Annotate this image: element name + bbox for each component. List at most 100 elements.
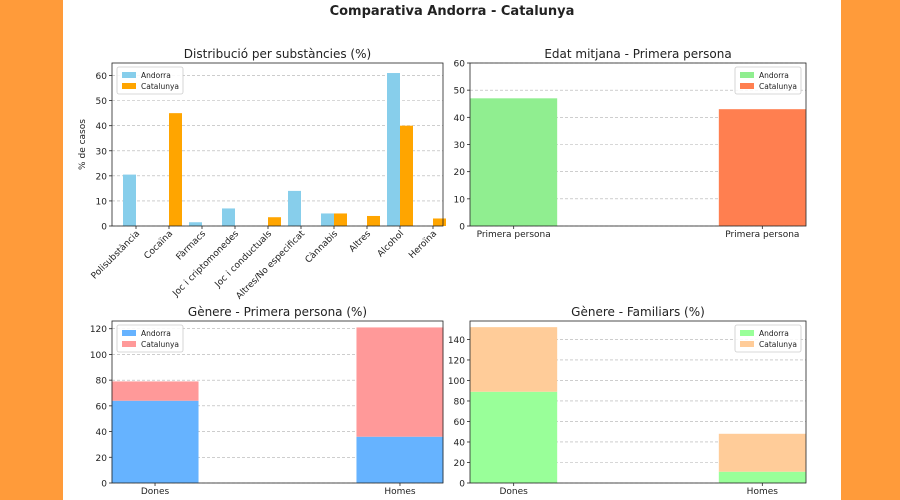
chart-gender-first: Gènere - Primera persona (%) 0 20 40 60 80 100… [90,305,444,497]
y-tick-label: 50 [454,87,466,97]
x-tick-label: Cànnabis [304,229,341,266]
y-tick-label: 50 [96,97,108,107]
legend-label: Andorra [141,71,171,80]
legend-swatch [122,83,136,89]
y-tick-label: 120 [448,356,465,366]
bar-andorra-8 [387,73,400,227]
chart-legend: Andorra Catalunya [116,324,184,353]
bar-catalunya-4 [268,217,281,226]
axes-frame [469,320,807,484]
x-tick-label: Altres [348,229,374,255]
x-tick-label: Polisubstància [90,229,142,281]
y-tick-label: 10 [96,197,108,207]
chart-legend: Andorra Catalunya [734,324,802,353]
legend-label: Andorra [759,329,789,338]
bar-catalunya-1 [718,433,806,472]
legend-swatch [740,83,754,89]
y-axis-label: % de casos [78,119,88,170]
axes-frame [111,62,444,227]
bar-andorra-0 [470,98,558,226]
y-tick-label: 100 [448,377,465,387]
y-tick-label: 30 [454,141,466,151]
y-tick-label: 20 [96,172,108,182]
y-tick-label: 10 [454,195,466,205]
chart-substances: Distribució per substàncies (%) 0 10 20 30 40… [78,47,446,302]
y-tick-label: 40 [454,438,466,448]
legend-swatch [122,341,136,347]
bar-andorra-3 [222,208,235,226]
bar-andorra-1 [718,471,806,483]
x-tick-label: Homes [747,487,779,497]
bar-catalunya-0 [111,381,199,401]
chart-legend: Andorra Catalunya [116,66,184,95]
bar-catalunya-7 [367,215,380,226]
figure-canvas: Comparativa Andorra - Catalunya Distribu… [63,0,841,500]
y-tick-label: 30 [96,147,108,157]
bar-catalunya-9 [433,218,446,226]
y-tick-label: 140 [448,336,465,346]
y-tick-label: 0 [101,480,107,490]
bar-catalunya-1 [356,327,444,437]
bar-catalunya-8 [400,125,413,226]
y-tick-label: 60 [454,418,466,428]
y-tick-label: 20 [454,459,466,469]
chart-gender-family: Gènere - Familiars (%) 0 20 40 60 80 100 120 140… [448,305,807,497]
legend-label: Catalunya [141,82,179,91]
y-tick-label: 40 [96,428,108,438]
y-tick-label: 20 [96,454,108,464]
chart-title: Edat mitjana - Primera persona [544,47,731,61]
x-tick-label: Fàrmacs [175,229,209,263]
bar-catalunya-1 [169,113,182,226]
chart-age: Edat mitjana - Primera persona 0 10 20 30 40 5… [454,47,807,240]
charts-svg: Distribució per substàncies (%) 0 10 20 30 40… [78,47,807,497]
x-tick-label: Dones [499,487,528,497]
legend-label: Andorra [141,329,171,338]
legend-label: Andorra [759,71,789,80]
y-tick-label: 40 [96,122,108,132]
y-tick-label: 120 [90,325,107,335]
legend-label: Catalunya [759,340,797,349]
y-tick-label: 40 [454,114,466,124]
x-tick-label: Alcohol [376,229,406,259]
bar-catalunya-1 [718,109,806,226]
y-tick-label: 0 [459,223,465,233]
bar-andorra-6 [321,213,334,226]
bar-andorra-1 [356,436,444,483]
figure-suptitle: Comparativa Andorra - Catalunya [329,4,575,19]
y-tick-label: 60 [96,402,108,412]
y-tick-label: 0 [459,480,465,490]
legend-swatch [740,72,754,78]
chart-title: Gènere - Primera persona (%) [188,305,367,319]
bar-andorra-2 [189,222,202,226]
chart-title: Distribució per substàncies (%) [184,47,371,61]
y-tick-label: 80 [454,397,466,407]
chart-legend: Andorra Catalunya [734,66,802,95]
x-tick-label: Heroïna [407,229,439,261]
chart-title: Gènere - Familiars (%) [571,305,705,319]
legend-swatch [740,341,754,347]
x-tick-label: Cocaïna [143,229,176,262]
bar-andorra-5 [288,190,301,226]
bar-andorra-0 [470,391,558,483]
bar-andorra-0 [123,174,136,226]
legend-swatch [122,72,136,78]
axes-frame [111,320,444,484]
x-tick-label: Dones [141,487,170,497]
bar-andorra-0 [111,400,199,483]
legend-swatch [740,330,754,336]
y-tick-label: 20 [454,168,466,178]
bar-catalunya-0 [470,327,558,392]
y-tick-label: 60 [454,60,466,70]
y-tick-label: 80 [96,377,108,387]
legend-label: Catalunya [759,82,797,91]
x-tick-label: Homes [384,487,416,497]
axes-frame [469,62,807,227]
x-tick-label: Altres/No especificat [235,229,308,302]
y-tick-label: 0 [101,223,107,233]
x-tick-label: Primera persona [725,230,799,240]
bar-catalunya-6 [334,213,347,226]
legend-label: Catalunya [141,340,179,349]
y-tick-label: 60 [96,72,108,82]
x-tick-label: Joc i conductuals [213,229,275,291]
y-tick-label: 100 [90,351,107,361]
